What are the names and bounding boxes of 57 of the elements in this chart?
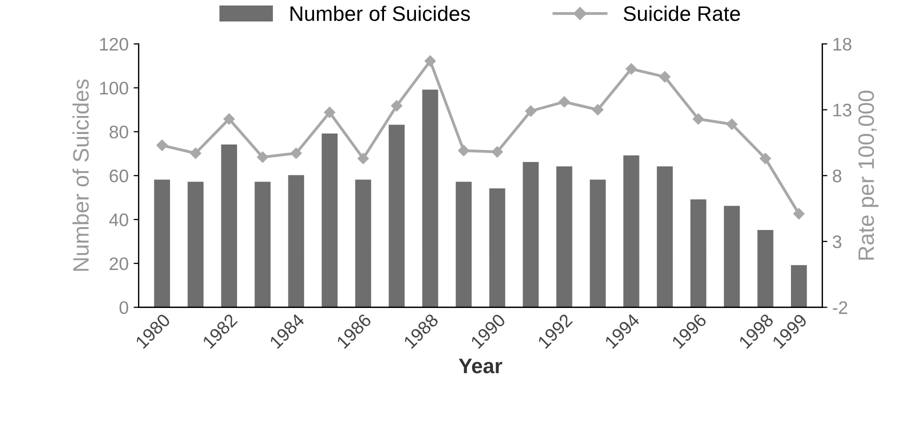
y2-tick-label: 18 (833, 38, 852, 51)
point (257, 152, 268, 163)
bar (656, 166, 673, 308)
bar (221, 144, 238, 308)
bar (623, 155, 640, 308)
bar (690, 199, 706, 308)
bar (456, 182, 472, 308)
bar (355, 180, 372, 308)
point (223, 113, 235, 125)
point (391, 100, 402, 112)
y-tick-label: 120 (100, 38, 128, 51)
point (358, 152, 369, 164)
y2-tick-label: 3 (832, 235, 842, 248)
x-axis-title: Year (458, 358, 502, 374)
point (793, 208, 805, 220)
point (592, 104, 604, 116)
bar (590, 180, 606, 308)
bar (254, 182, 271, 308)
point (692, 113, 704, 125)
point (525, 105, 536, 117)
bar (489, 188, 506, 308)
y2-tick-label: -2 (832, 301, 848, 314)
bar (724, 206, 740, 308)
legend-label: Number of Suicides (290, 6, 470, 22)
point (324, 106, 336, 118)
bar (388, 124, 405, 308)
y-tick-label: 20 (110, 257, 128, 270)
bar (188, 182, 204, 308)
bar (288, 175, 304, 308)
y-tick-label: 60 (110, 170, 128, 182)
point (492, 146, 503, 158)
y-tick-label: 40 (109, 213, 128, 226)
point (726, 118, 738, 130)
point (424, 55, 436, 67)
bar (556, 166, 572, 308)
bar (154, 180, 170, 308)
y2-tick-label: 8 (832, 170, 842, 182)
y-tick-label: 80 (110, 126, 128, 138)
point (290, 148, 302, 159)
y2-tick-label: 13 (833, 104, 852, 116)
legend-label: Suicide Rate (624, 6, 740, 22)
point (156, 140, 168, 151)
bar (522, 162, 539, 308)
point (760, 152, 771, 164)
bar (757, 230, 774, 308)
point (558, 96, 570, 108)
y-tick-label: 100 (100, 82, 128, 95)
bar (322, 133, 338, 308)
bar (790, 265, 807, 308)
point (190, 148, 202, 159)
point (659, 71, 670, 82)
bar (422, 90, 438, 308)
y2-axis-title: Rate per 100,000 (858, 90, 878, 260)
y-axis-title: Number of Suicides (72, 79, 89, 271)
point (626, 63, 637, 75)
y-tick-label: 0 (120, 301, 128, 314)
point (458, 144, 470, 156)
